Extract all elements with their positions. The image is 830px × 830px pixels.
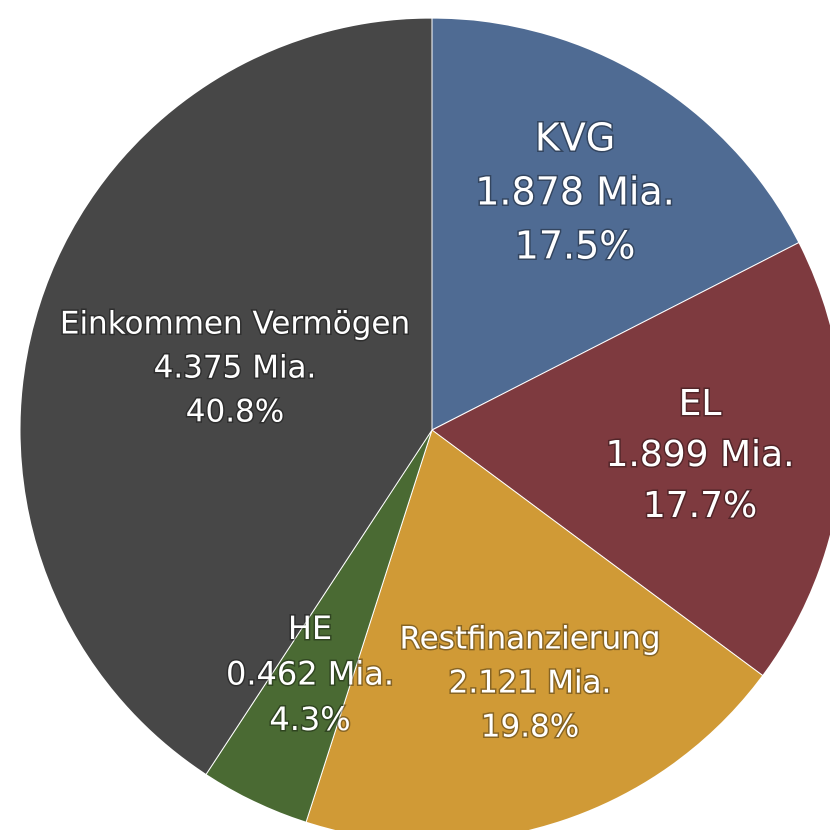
pie-slice	[19, 17, 433, 776]
slice-amount: 1.899 Mia.	[605, 434, 794, 475]
slice-name: HE	[288, 609, 332, 647]
labels: KVG 1.878 Mia. 17.5% EL 1.899 Mia. 17.7% Restf…	[58, 114, 796, 746]
slice-name: KVG	[535, 116, 615, 160]
slice-amount: 1.878 Mia.	[475, 169, 675, 213]
slice-amount: 4.375 Mia.	[154, 350, 317, 386]
pie-slice	[431, 241, 830, 677]
slice-name: Restfinanzierung	[399, 621, 660, 657]
slice-amount: 0.462 Mia.	[226, 654, 394, 692]
pie-slice	[431, 17, 800, 431]
slice-percent: 19.8%	[481, 709, 579, 745]
slice-name: EL	[679, 383, 722, 424]
slice-name: Einkommen Vermögen	[60, 306, 410, 342]
slice-percent: 40.8%	[186, 394, 284, 430]
slice-percent: 4.3%	[269, 700, 350, 738]
slice-percent: 17.7%	[643, 485, 757, 526]
slice-percent: 17.5%	[515, 223, 636, 267]
slice-amount: 2.121 Mia.	[449, 665, 612, 701]
pie-slice	[305, 429, 764, 830]
pie	[19, 17, 830, 830]
